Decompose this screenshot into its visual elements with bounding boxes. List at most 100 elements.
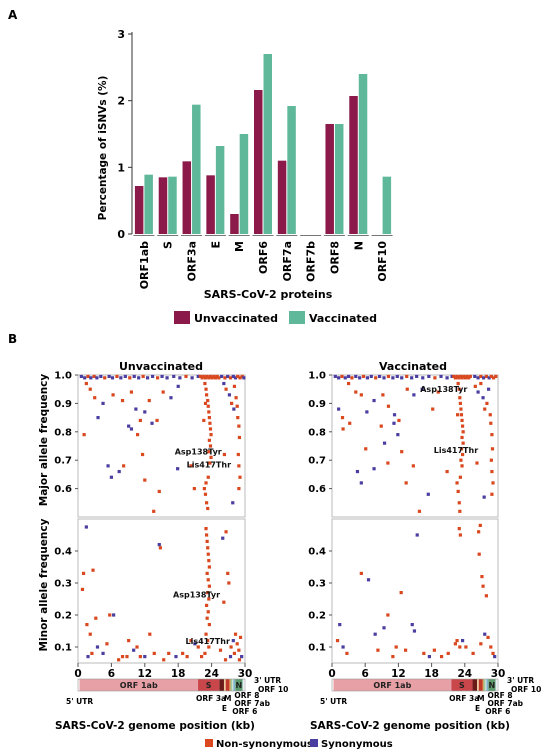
major-0-point-nonsynonymous <box>237 435 242 440</box>
major-1-point-nonsynonymous <box>479 381 483 386</box>
major-1-point-nonsynonymous <box>456 413 460 417</box>
minor-0-point-nonsynonymous <box>235 642 239 646</box>
minor-0-point-nonsynonymous <box>238 635 243 639</box>
major-0-point-nonsynonymous <box>205 374 209 379</box>
major-1-point-synonymous <box>333 374 337 379</box>
genome-segment-label: S <box>206 681 212 690</box>
minor-0-point-nonsynonymous <box>80 587 85 591</box>
major-0-point-synonymous <box>119 376 123 380</box>
major-1-point-nonsynonymous <box>485 401 489 405</box>
bar-orf7a-vaccinated <box>287 106 296 234</box>
major-1-point-synonymous <box>392 413 397 417</box>
minor-0-point-nonsynonymous <box>205 616 209 620</box>
major-0-point-nonsynonymous <box>236 374 240 379</box>
minor-0-point-nonsynonymous <box>127 639 131 643</box>
major-0-point-nonsynonymous <box>140 452 145 457</box>
genome-segment <box>472 679 478 691</box>
major-1-point-nonsynonymous <box>457 387 461 391</box>
major-1-point-nonsynonymous <box>379 424 383 428</box>
bar-orf1ab-unvaccinated <box>134 186 144 234</box>
minor-0-annotation: Asp138Tyr <box>173 590 220 599</box>
major-1-point-synonymous <box>421 376 425 380</box>
bar-orf3a-unvaccinated <box>182 161 192 234</box>
minor-1-point-nonsynonymous <box>455 639 459 643</box>
major-1-point-nonsynonymous <box>460 424 465 428</box>
bar-e-unvaccinated <box>206 175 215 234</box>
bar-orf6-unvaccinated <box>254 90 263 234</box>
major-0-point-nonsynonymous <box>202 418 206 423</box>
major-0-point-nonsynonymous <box>204 393 209 397</box>
major-1-point-synonymous <box>473 374 477 379</box>
major-0-point-nonsynonymous <box>184 374 188 379</box>
minor-1-point-nonsynonymous <box>480 575 484 579</box>
bar-orf6-vaccinated <box>263 54 272 234</box>
major-1-annotation: Asp138Tyr <box>420 385 467 394</box>
label-orf7ab: ORF 7ab <box>234 699 270 708</box>
major-1-point-synonymous <box>481 396 485 400</box>
major-0-point-synonymous <box>123 374 127 379</box>
major-0-point-nonsynonymous <box>202 374 206 379</box>
genome-segment <box>229 679 231 691</box>
major-1-point-nonsynonymous <box>458 374 462 379</box>
major-1-point-nonsynonymous <box>458 396 462 400</box>
panel-a-y-tick-label: 0 <box>117 228 125 241</box>
major-0-point-nonsynonymous <box>208 461 212 465</box>
bar-e-vaccinated <box>215 146 225 234</box>
major-1-point-nonsynonymous <box>405 374 409 379</box>
major-1-point-synonymous <box>395 374 399 379</box>
minor-1-point-nonsynonymous <box>453 642 457 646</box>
genome-x-tick-label: 30 <box>238 668 253 680</box>
panel-a-label: A <box>8 8 18 22</box>
minor-0-point-synonymous <box>240 655 244 659</box>
minor-0-point-nonsynonymous <box>167 651 171 655</box>
major-1-point-nonsynonymous <box>455 374 459 379</box>
major-1-point-nonsynonymous <box>460 452 465 457</box>
minor-0-point-synonymous <box>143 655 147 659</box>
minor-0-point-nonsynonymous <box>85 623 89 627</box>
major-0-point-synonymous <box>83 376 87 380</box>
minor-0-point-synonymous <box>84 525 88 529</box>
minor-0-point-nonsynonymous <box>206 546 210 550</box>
major-0-point-nonsynonymous <box>115 374 119 379</box>
minor-0-point-nonsynonymous <box>94 616 98 620</box>
minor-1-point-synonymous <box>483 632 487 636</box>
major-0-point-nonsynonymous <box>128 376 132 380</box>
genome-segment <box>79 679 198 691</box>
major-0-point-nonsynonymous <box>237 424 241 428</box>
major-0-point-nonsynonymous <box>129 390 134 394</box>
bar-orf3a-vaccinated <box>192 104 201 235</box>
major-1-point-nonsynonymous <box>350 376 354 380</box>
major-1-point-nonsynonymous <box>491 481 495 485</box>
major-1-point-synonymous <box>410 376 414 380</box>
major-0-point-synonymous <box>110 376 115 380</box>
major-0-point-synonymous <box>150 374 155 379</box>
major-1-point-synonymous <box>365 376 370 380</box>
major-0-point-nonsynonymous <box>203 381 207 386</box>
major-0-point-nonsynonymous <box>210 376 214 380</box>
genome-x-tick-label: 24 <box>457 668 472 680</box>
genome-segment-label: S <box>459 681 465 690</box>
minor-1-frame <box>331 518 499 664</box>
major-0-point-nonsynonymous <box>138 418 142 423</box>
minor-0-point-nonsynonymous <box>138 655 142 659</box>
minor-1-point-synonymous <box>427 655 431 659</box>
major-0-annotation: Asp138Tyr <box>175 448 222 457</box>
minor-1-point-nonsynonymous <box>359 571 363 575</box>
minor-1-point-nonsynonymous <box>432 648 436 652</box>
major-0-point-synonymous <box>129 427 134 431</box>
minor-0-point-nonsynonymous <box>227 581 231 585</box>
bar-m-vaccinated <box>239 134 249 234</box>
major-1-point-synonymous <box>347 374 351 379</box>
major-0-point-nonsynonymous <box>222 452 227 457</box>
major-1-point-nonsynonymous <box>361 374 366 379</box>
major-0-point-nonsynonymous <box>203 492 208 496</box>
panel-a-y-axis-label: Percentage of iSNVs (%) <box>97 76 109 221</box>
genome-segment-label: ORF 1ab <box>120 681 158 690</box>
minor-0-point-nonsynonymous <box>205 571 209 575</box>
minor-1-point-nonsynonymous <box>477 552 481 556</box>
panel-a-x-axis-label: SARS-CoV-2 proteins <box>204 288 333 301</box>
major-1-point-synonymous <box>400 376 404 380</box>
major-0-point-synonymous <box>172 374 176 379</box>
minor-0-point-synonymous <box>95 645 100 649</box>
category-label: ORF10 <box>376 241 389 282</box>
